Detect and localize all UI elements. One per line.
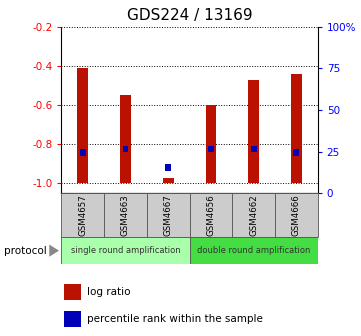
Bar bbox=[291, 74, 302, 183]
Bar bbox=[77, 68, 88, 183]
Text: GSM4657: GSM4657 bbox=[78, 194, 87, 236]
Bar bbox=[293, 149, 299, 156]
Text: GSM4662: GSM4662 bbox=[249, 194, 258, 236]
Text: protocol: protocol bbox=[4, 246, 47, 256]
Text: single round amplification: single round amplification bbox=[71, 246, 180, 255]
FancyBboxPatch shape bbox=[147, 193, 190, 237]
FancyBboxPatch shape bbox=[190, 193, 232, 237]
Bar bbox=[165, 164, 171, 171]
Text: GSM4663: GSM4663 bbox=[121, 194, 130, 236]
Title: GDS224 / 13169: GDS224 / 13169 bbox=[127, 8, 252, 23]
Text: log ratio: log ratio bbox=[87, 287, 130, 296]
Bar bbox=[163, 177, 174, 183]
Text: GSM4667: GSM4667 bbox=[164, 194, 173, 236]
FancyBboxPatch shape bbox=[61, 237, 190, 264]
FancyBboxPatch shape bbox=[232, 193, 275, 237]
Text: percentile rank within the sample: percentile rank within the sample bbox=[87, 314, 262, 324]
Text: GSM4656: GSM4656 bbox=[206, 194, 216, 236]
FancyBboxPatch shape bbox=[61, 193, 104, 237]
Bar bbox=[122, 145, 129, 153]
Bar bbox=[205, 105, 216, 183]
Text: GSM4666: GSM4666 bbox=[292, 194, 301, 236]
Text: double round amplification: double round amplification bbox=[197, 246, 310, 255]
FancyBboxPatch shape bbox=[104, 193, 147, 237]
Bar bbox=[64, 284, 81, 299]
Bar bbox=[80, 149, 86, 156]
Bar bbox=[251, 145, 257, 153]
Polygon shape bbox=[49, 245, 59, 257]
Bar bbox=[208, 145, 214, 153]
Bar bbox=[64, 311, 81, 327]
FancyBboxPatch shape bbox=[275, 193, 318, 237]
FancyBboxPatch shape bbox=[190, 237, 318, 264]
Bar bbox=[248, 80, 259, 183]
Bar bbox=[120, 95, 131, 183]
